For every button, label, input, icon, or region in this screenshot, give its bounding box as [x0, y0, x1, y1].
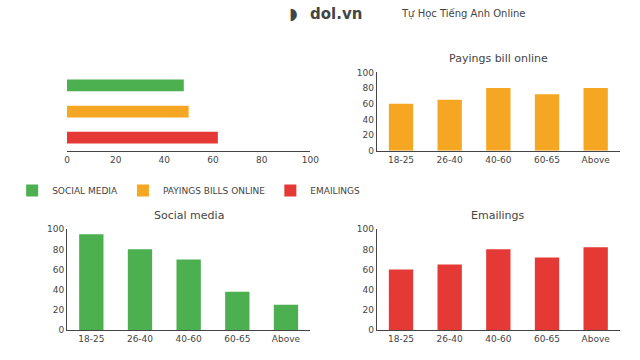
svg-text:40-60: 40-60 [176, 334, 202, 344]
svg-text:Above: Above [582, 155, 611, 165]
svg-text:100: 100 [357, 68, 374, 78]
svg-text:26-40: 26-40 [127, 334, 153, 344]
svg-text:60-65: 60-65 [534, 155, 560, 165]
svg-text:20: 20 [362, 305, 374, 315]
svg-text:20: 20 [53, 305, 65, 315]
svg-text:100: 100 [302, 155, 319, 165]
svg-text:18-25: 18-25 [388, 334, 414, 344]
svg-text:Tự Học Tiếng Anh Online: Tự Học Tiếng Anh Online [401, 8, 526, 20]
svg-text:20: 20 [362, 130, 374, 140]
svg-text:60-65: 60-65 [534, 334, 560, 344]
svg-text:0: 0 [58, 325, 64, 335]
svg-text:80: 80 [362, 83, 374, 93]
svg-text:100: 100 [47, 224, 64, 234]
svg-text:40: 40 [53, 285, 65, 295]
svg-text:EMAILINGS: EMAILINGS [310, 186, 360, 196]
svg-text:PAYINGS BILLS ONLINE: PAYINGS BILLS ONLINE [163, 186, 265, 196]
svg-text:40: 40 [159, 155, 171, 165]
svg-text:80: 80 [256, 155, 268, 165]
svg-text:40-60: 40-60 [485, 155, 511, 165]
svg-text:SOCIAL MEDIA: SOCIAL MEDIA [52, 186, 118, 196]
svg-text:20: 20 [110, 155, 122, 165]
svg-text:0: 0 [368, 146, 374, 156]
svg-text:26-40: 26-40 [437, 334, 463, 344]
svg-text:40: 40 [362, 285, 374, 295]
svg-text:60: 60 [207, 155, 219, 165]
svg-text:Above: Above [582, 334, 611, 344]
svg-text:60: 60 [362, 99, 374, 109]
svg-text:0: 0 [64, 155, 70, 165]
svg-text:26-40: 26-40 [437, 155, 463, 165]
svg-text:Above: Above [272, 334, 301, 344]
svg-text:60: 60 [362, 265, 374, 275]
svg-text:Social media: Social media [154, 209, 224, 222]
svg-text:40: 40 [362, 115, 374, 125]
svg-text:18-25: 18-25 [78, 334, 104, 344]
svg-text:Emailings: Emailings [471, 209, 525, 222]
svg-text:18-25: 18-25 [388, 155, 414, 165]
svg-text:100: 100 [357, 224, 374, 234]
svg-text:80: 80 [53, 245, 65, 255]
svg-text:Payings bill online: Payings bill online [449, 52, 548, 65]
svg-text:60: 60 [53, 265, 65, 275]
svg-text:60-65: 60-65 [224, 334, 250, 344]
svg-text:◗: ◗ [289, 4, 297, 23]
svg-text:80: 80 [362, 245, 374, 255]
svg-text:0: 0 [368, 325, 374, 335]
svg-text:dol.vn: dol.vn [310, 5, 362, 23]
svg-text:40-60: 40-60 [485, 334, 511, 344]
